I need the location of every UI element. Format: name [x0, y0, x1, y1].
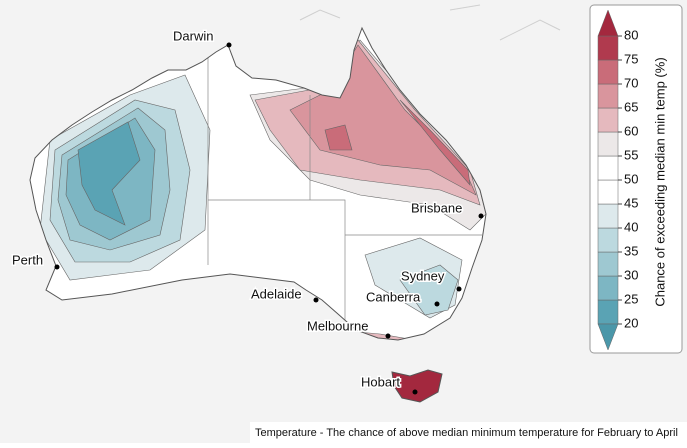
city-label: Hobart: [361, 374, 400, 389]
colorbar-tick-label: 70: [624, 75, 638, 90]
legend-title: Chance of exceeding median min temp (%): [652, 57, 667, 306]
city-label: Adelaide: [251, 286, 302, 301]
colorbar: 20 25 30 35 40 45 50 55 60 65 70 75 80: [597, 9, 638, 351]
colorbar-tick-label: 30: [624, 267, 638, 282]
colorbar-tick-label: 65: [624, 99, 638, 114]
city-label: Brisbane: [411, 200, 462, 215]
colorbar-tick-label: 50: [624, 171, 638, 186]
colorbar-tick-label: 55: [624, 147, 638, 162]
colorbar-band: [597, 83, 619, 109]
city-label: Melbourne: [307, 318, 368, 333]
coastline-fragments: [299, 4, 561, 41]
colorbar-tick-label: 75: [624, 51, 638, 66]
caption: Temperature - The chance of above median…: [255, 427, 678, 439]
city-label: Canberra: [366, 289, 421, 304]
colorbar-band: [597, 131, 619, 157]
colorbar-band: [597, 299, 619, 325]
colorbar-tick-label: 25: [624, 291, 638, 306]
colorbar-band: [597, 155, 619, 181]
colorbar-tick-label: 80: [624, 27, 638, 42]
colorbar-band: [597, 251, 619, 277]
colorbar-band: [597, 275, 619, 301]
colorbar-band: [597, 227, 619, 253]
city-label: Sydney: [401, 268, 445, 283]
colorbar-band: [597, 203, 619, 229]
colorbar-tick-label: 35: [624, 243, 638, 258]
city-markers: [54, 42, 484, 395]
colorbar-band: [597, 59, 619, 85]
colorbar-tick-label: 45: [624, 195, 638, 210]
colorbar-over: [597, 9, 619, 37]
caption-bar: [250, 422, 687, 443]
city-label: Darwin: [173, 28, 213, 43]
city-label: Perth: [12, 252, 43, 267]
colorbar-tick-label: 20: [624, 315, 638, 330]
colorbar-tick-label: 60: [624, 123, 638, 138]
coastline: [29, 26, 487, 403]
colorbar-band: [597, 35, 619, 61]
colorbar-under: [597, 323, 619, 351]
colorbar-tick-label: 40: [624, 219, 638, 234]
colorbar-band: [597, 107, 619, 133]
colorbar-band: [597, 179, 619, 205]
